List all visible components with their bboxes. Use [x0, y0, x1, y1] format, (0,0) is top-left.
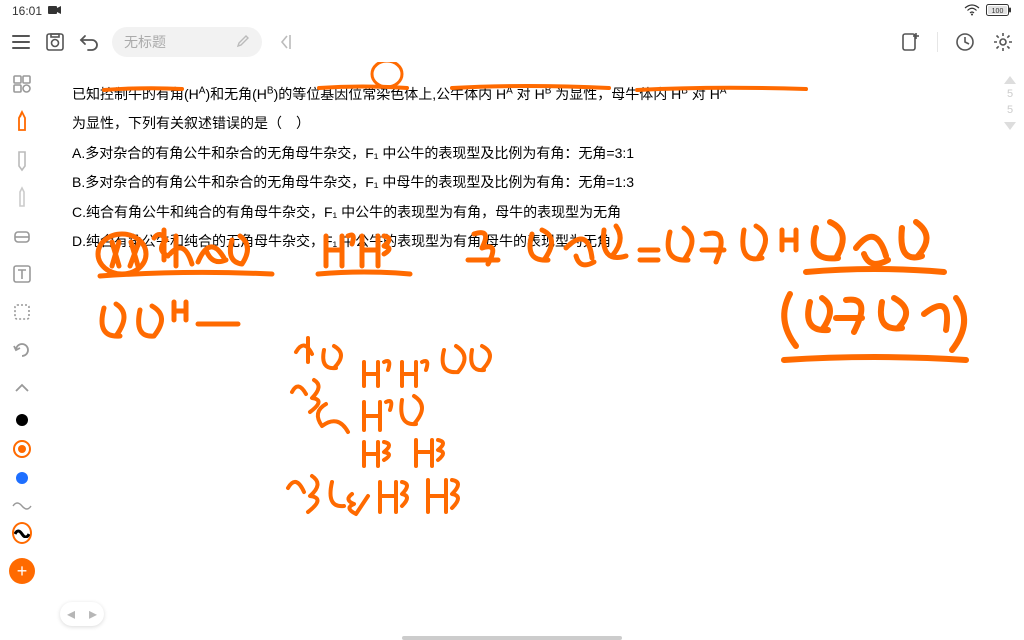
add-tool-button[interactable]: + — [9, 558, 35, 584]
collapse-up-icon[interactable] — [10, 376, 34, 400]
gutter-num-1: 5 — [1007, 88, 1013, 100]
wifi-icon — [964, 4, 980, 19]
pencil-tool-icon[interactable] — [10, 186, 34, 210]
status-bar: 16:01 100 — [0, 0, 1024, 22]
color-orange-active[interactable] — [13, 440, 31, 458]
svg-text:100: 100 — [992, 8, 1004, 15]
note-canvas[interactable]: 已知控制牛的有角(HA)和无角(HB)的等位基因位常染色体上,公牛体内 HA 对… — [44, 62, 996, 640]
home-indicator — [402, 636, 622, 640]
stroke-thin-icon[interactable] — [12, 498, 32, 512]
color-black[interactable] — [16, 414, 28, 426]
stroke-thick-icon[interactable] — [12, 526, 32, 540]
top-toolbar: 无标题 — [0, 22, 1024, 62]
toolbar-divider — [937, 32, 938, 52]
page-nav[interactable]: ◂ ▸ — [60, 602, 104, 626]
edit-title-icon — [236, 34, 250, 51]
undo-button[interactable] — [78, 31, 100, 53]
text-tool-icon[interactable] — [10, 262, 34, 286]
title-placeholder: 无标题 — [124, 32, 166, 52]
gutter-num-2: 5 — [1007, 104, 1013, 116]
pen-tool-icon[interactable] — [10, 110, 34, 134]
eraser-tool-icon[interactable] — [10, 224, 34, 248]
redo-tool-icon[interactable] — [10, 338, 34, 362]
battery-icon: 100 — [986, 4, 1012, 19]
title-input[interactable]: 无标题 — [112, 27, 262, 57]
history-button[interactable] — [954, 31, 976, 53]
color-blue[interactable] — [16, 472, 28, 484]
page-next-icon[interactable]: ▸ — [89, 604, 97, 624]
lasso-tool-icon[interactable] — [10, 300, 34, 324]
scroll-down-icon[interactable] — [1004, 122, 1016, 130]
settings-button[interactable] — [992, 31, 1014, 53]
save-button[interactable] — [44, 31, 66, 53]
scroll-up-icon[interactable] — [1004, 76, 1016, 84]
tool-sidebar: + — [0, 62, 44, 640]
menu-button[interactable] — [10, 31, 32, 53]
recording-indicator — [48, 4, 62, 18]
handwriting-layer — [64, 62, 1004, 582]
new-page-button[interactable] — [899, 31, 921, 53]
clock: 16:01 — [12, 4, 42, 18]
page-prev-icon[interactable]: ◂ — [67, 604, 75, 624]
marker-tool-icon[interactable] — [10, 148, 34, 172]
layout-tool-icon[interactable] — [10, 72, 34, 96]
collapse-left-icon[interactable] — [274, 31, 296, 53]
